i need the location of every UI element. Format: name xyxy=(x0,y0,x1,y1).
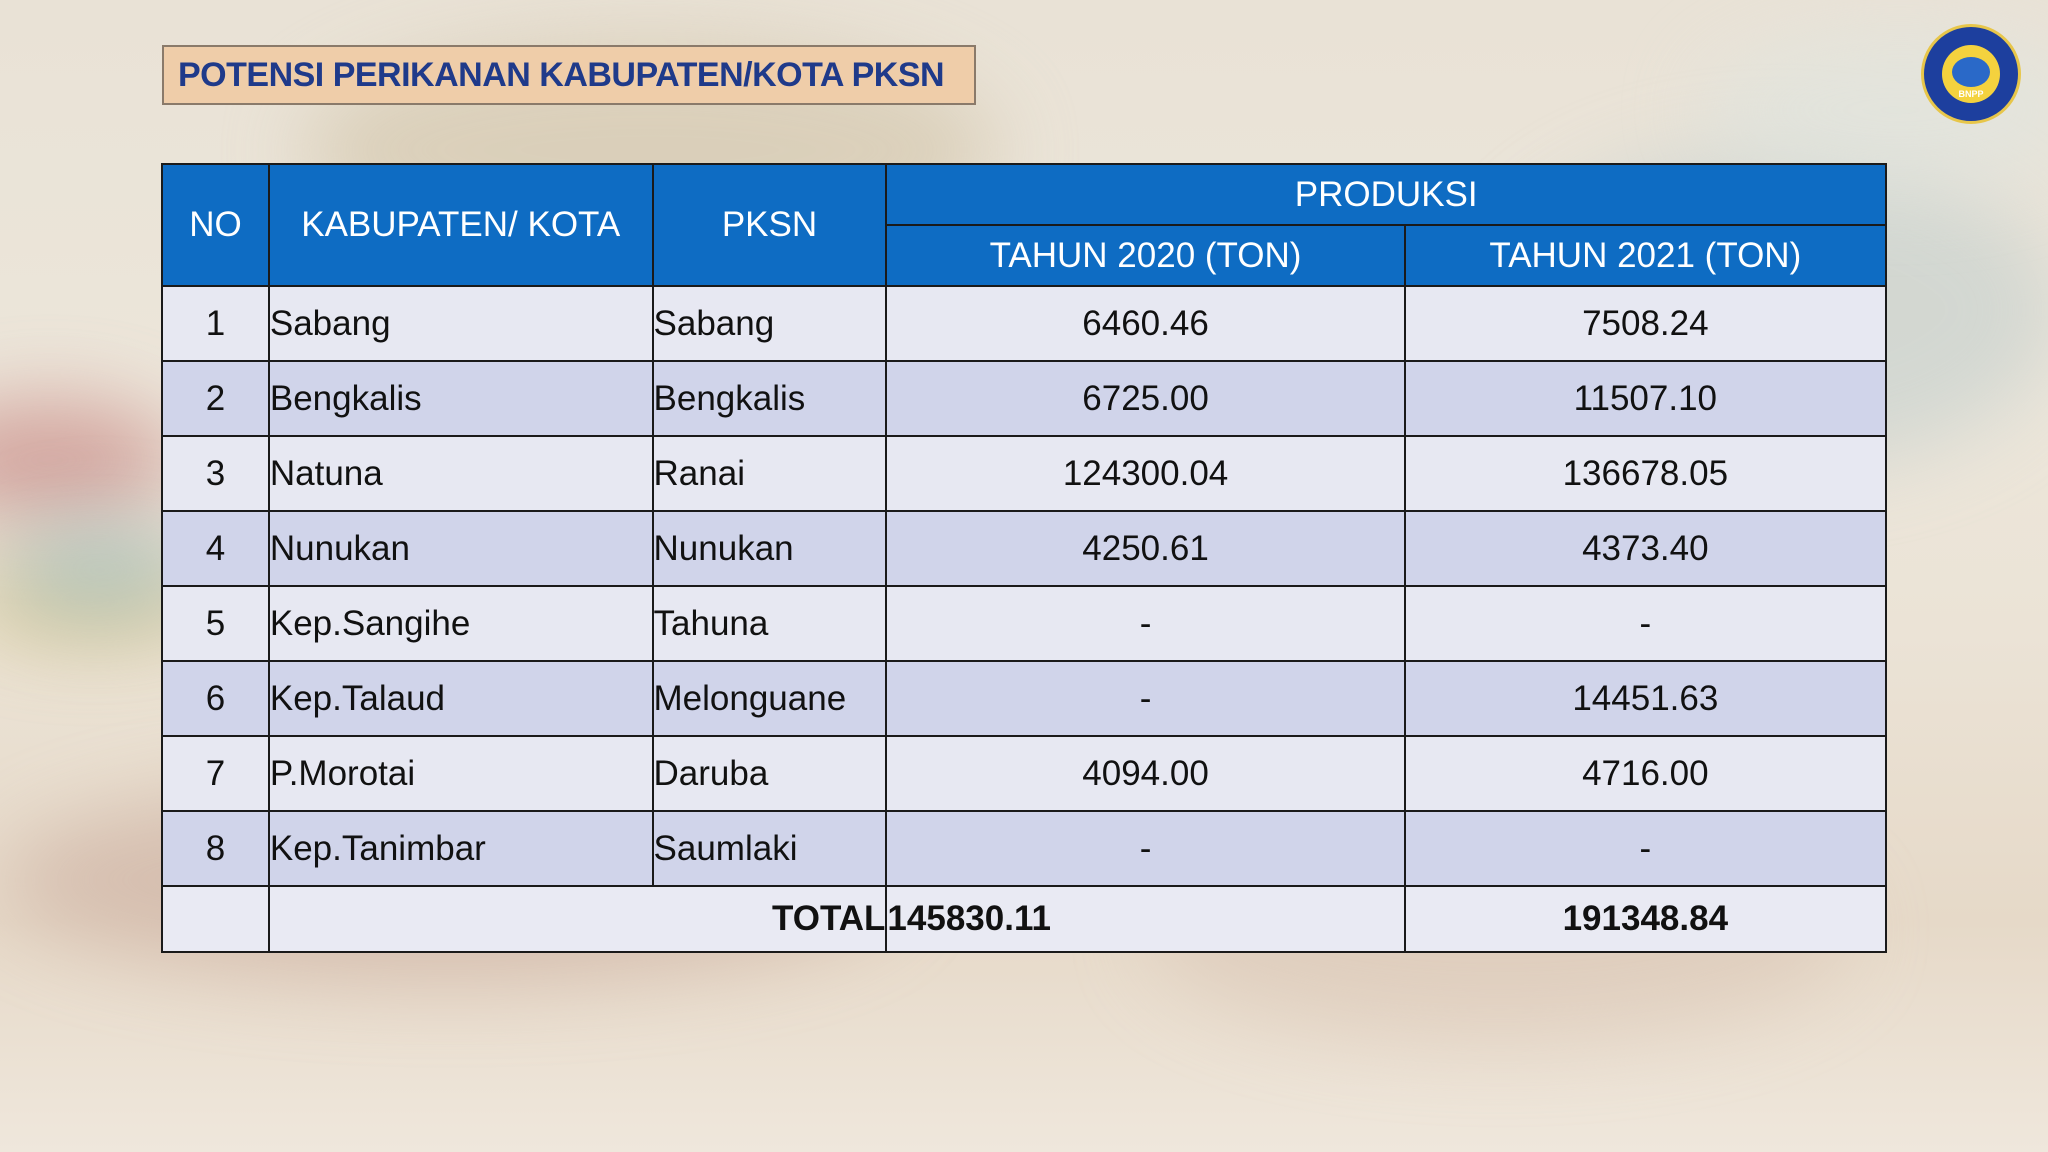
table-row: 8 Kep.Tanimbar Saumlaki - - xyxy=(161,810,1888,887)
cell-no: 5 xyxy=(161,585,270,662)
cell-kabupaten: Bengkalis xyxy=(267,360,654,437)
cell-no: 8 xyxy=(161,810,270,887)
cell-no: 1 xyxy=(161,285,270,362)
header-kabupaten: KABUPATEN/ KOTA xyxy=(267,163,654,287)
header-no: NO xyxy=(161,163,270,287)
cell-pksn: Saumlaki xyxy=(651,810,888,887)
total-label: TOTAL xyxy=(267,885,888,953)
cell-tahun-2021: 136678.05 xyxy=(1403,435,1888,512)
cell-no: 4 xyxy=(161,510,270,587)
table-row: 3 Natuna Ranai 124300.04 136678.05 xyxy=(161,435,1888,512)
header-produksi: PRODUKSI xyxy=(885,163,1887,226)
cell-tahun-2020: - xyxy=(885,810,1406,887)
total-row: TOTAL 145830.11 191348.84 xyxy=(161,885,1888,953)
cell-pksn: Tahuna xyxy=(651,585,888,662)
cell-tahun-2021: 4716.00 xyxy=(1403,735,1888,812)
cell-pksn: Nunukan xyxy=(651,510,888,587)
cell-pksn: Bengkalis xyxy=(651,360,888,437)
table-header-row: NO KABUPATEN/ KOTA PKSN PRODUKSI xyxy=(161,163,1887,287)
table-row: 2 Bengkalis Bengkalis 6725.00 11507.10 xyxy=(161,360,1888,437)
header-pksn: PKSN xyxy=(651,163,888,287)
fisheries-table: NO KABUPATEN/ KOTA PKSN PRODUKSI TAHUN 2… xyxy=(161,163,1888,953)
cell-kabupaten: Kep.Tanimbar xyxy=(267,810,654,887)
title-box: POTENSI PERIKANAN KABUPATEN/KOTA PKSN xyxy=(162,45,976,105)
header-tahun-2021: TAHUN 2021 (TON) xyxy=(1403,224,1888,287)
cell-tahun-2021: 11507.10 xyxy=(1403,360,1888,437)
cell-tahun-2020: 4250.61 xyxy=(885,510,1406,587)
cell-tahun-2020: - xyxy=(885,660,1406,737)
cell-kabupaten: Nunukan xyxy=(267,510,654,587)
logo-text: BNPP xyxy=(1958,89,1984,99)
total-tahun-2021: 191348.84 xyxy=(1403,885,1888,953)
background-blur xyxy=(0,400,180,520)
cell-tahun-2020: 6460.46 xyxy=(885,285,1406,362)
cell-pksn: Daruba xyxy=(651,735,888,812)
cell-no: 6 xyxy=(161,660,270,737)
cell-kabupaten: Sabang xyxy=(267,285,654,362)
total-tahun-2020: 145830.11 xyxy=(885,885,1406,953)
table-row: 6 Kep.Talaud Melonguane - 14451.63 xyxy=(161,660,1888,737)
cell-tahun-2021: - xyxy=(1403,585,1888,662)
cell-no: 7 xyxy=(161,735,270,812)
cell-pksn: Sabang xyxy=(651,285,888,362)
total-empty-cell xyxy=(161,885,270,953)
table-row: 7 P.Morotai Daruba 4094.00 4716.00 xyxy=(161,735,1888,812)
cell-tahun-2020: 4094.00 xyxy=(885,735,1406,812)
header-tahun-2020: TAHUN 2020 (TON) xyxy=(885,224,1406,287)
logo-emblem xyxy=(1942,45,2000,103)
cell-tahun-2021: 4373.40 xyxy=(1403,510,1888,587)
cell-no: 3 xyxy=(161,435,270,512)
cell-kabupaten: Natuna xyxy=(267,435,654,512)
cell-tahun-2021: 14451.63 xyxy=(1403,660,1888,737)
cell-pksn: Melonguane xyxy=(651,660,888,737)
table-subheader-row: TAHUN 2020 (TON) TAHUN 2021 (TON) xyxy=(162,224,1888,287)
cell-kabupaten: Kep.Talaud xyxy=(267,660,654,737)
page-title: POTENSI PERIKANAN KABUPATEN/KOTA PKSN xyxy=(178,55,945,94)
cell-tahun-2020: 6725.00 xyxy=(885,360,1406,437)
cell-tahun-2020: - xyxy=(885,585,1406,662)
bnpp-logo: BNPP xyxy=(1921,24,2021,124)
cell-no: 2 xyxy=(161,360,270,437)
cell-kabupaten: P.Morotai xyxy=(267,735,654,812)
table-row: 1 Sabang Sabang 6460.46 7508.24 xyxy=(161,285,1888,362)
table-row: 5 Kep.Sangihe Tahuna - - xyxy=(161,585,1888,662)
cell-pksn: Ranai xyxy=(651,435,888,512)
cell-tahun-2021: 7508.24 xyxy=(1403,285,1888,362)
logo-globe-icon xyxy=(1952,57,1990,87)
cell-tahun-2020: 124300.04 xyxy=(885,435,1406,512)
cell-kabupaten: Kep.Sangihe xyxy=(267,585,654,662)
table-row: 4 Nunukan Nunukan 4250.61 4373.40 xyxy=(161,510,1888,587)
cell-tahun-2021: - xyxy=(1403,810,1888,887)
